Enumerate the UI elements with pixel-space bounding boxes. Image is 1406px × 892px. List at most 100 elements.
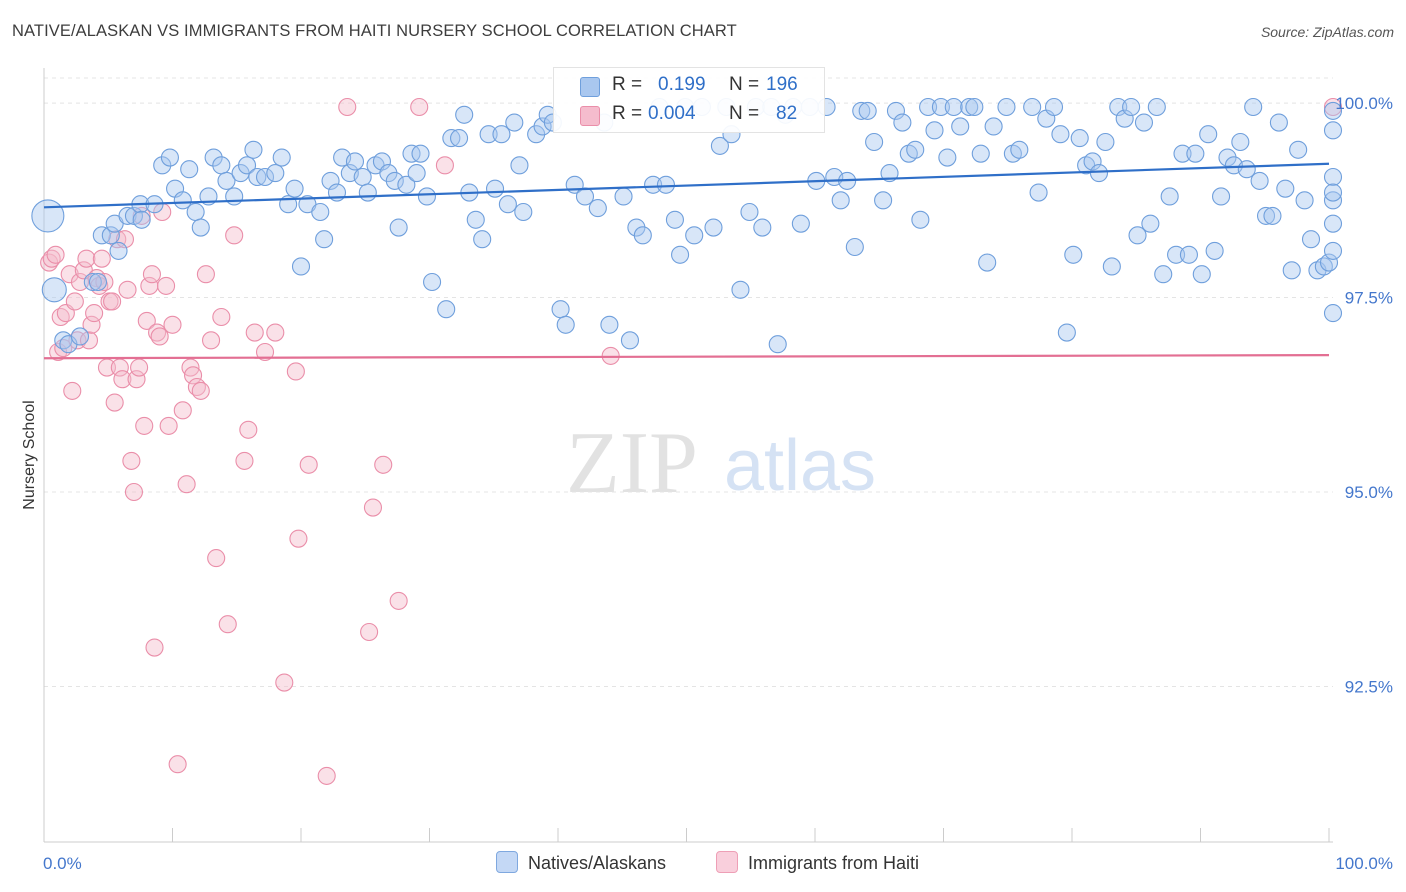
natives-point	[971, 144, 990, 163]
natives-point	[753, 218, 772, 237]
natives-point	[204, 148, 223, 167]
haiti-point	[374, 455, 393, 474]
haiti-point	[389, 591, 408, 610]
haiti-point	[163, 315, 182, 334]
haiti-point	[115, 230, 135, 249]
haiti-point	[63, 381, 82, 400]
trend-lines	[43, 162, 1330, 360]
natives-point	[906, 140, 925, 159]
natives-point	[704, 218, 723, 237]
haiti-point	[92, 249, 111, 268]
natives-point	[960, 97, 979, 117]
haiti-point	[191, 381, 210, 400]
natives-point	[153, 156, 172, 175]
natives-point	[1147, 97, 1166, 117]
natives-point	[1269, 113, 1288, 132]
haiti-point	[184, 366, 203, 385]
natives-point	[1109, 97, 1128, 117]
natives-point	[931, 97, 950, 117]
natives-point	[1323, 167, 1343, 187]
natives-point	[1070, 129, 1089, 148]
natives-point	[1122, 97, 1141, 117]
natives-point	[938, 148, 957, 167]
haiti-point	[130, 358, 149, 377]
natives-point	[255, 167, 275, 187]
natives-point	[191, 218, 210, 237]
haiti-point	[105, 393, 124, 412]
haiti-point	[299, 455, 318, 474]
haiti-points	[40, 97, 1343, 785]
natives-point	[266, 164, 285, 183]
haiti-point	[435, 156, 454, 175]
haiti-point	[317, 766, 336, 785]
haiti-point	[173, 401, 192, 420]
natives-point	[845, 237, 864, 257]
natives-point	[132, 210, 151, 229]
natives-point	[1323, 183, 1343, 202]
haiti-point	[266, 323, 285, 342]
natives-point	[874, 191, 893, 210]
natives-point	[600, 315, 619, 334]
legend-r-label: R =	[612, 103, 643, 124]
watermark-zip: ZIP	[566, 415, 698, 512]
haiti-point	[245, 323, 264, 342]
haiti-point	[122, 451, 141, 470]
natives-point	[997, 97, 1016, 117]
haiti-point	[275, 673, 294, 692]
legend-swatch-pink	[580, 106, 600, 126]
natives-point	[656, 175, 675, 194]
natives-point	[225, 187, 244, 206]
natives-point	[1023, 97, 1042, 117]
natives-point	[109, 241, 128, 260]
natives-point	[437, 300, 456, 319]
series-legend: Natives/Alaskans Immigrants from Haiti	[0, 851, 1406, 877]
haiti-point	[118, 280, 137, 299]
natives-point	[1173, 144, 1192, 163]
haiti-point	[177, 475, 196, 494]
natives-point	[397, 175, 416, 194]
natives-point	[237, 156, 257, 175]
haiti-point	[137, 311, 156, 330]
natives-point	[644, 175, 663, 194]
natives-point	[466, 210, 485, 229]
natives-point	[551, 300, 570, 319]
correlation-legend: R = 0.199 N = 196 R = 0.004 N = 82	[553, 67, 825, 133]
natives-point	[919, 97, 938, 117]
legend-row-haiti: R = 0.004 N = 82	[554, 100, 824, 130]
natives-point	[180, 160, 199, 179]
x-tick-label: 0.0%	[43, 854, 82, 873]
legend-r-label: R =	[612, 74, 643, 95]
haiti-point	[159, 416, 178, 435]
natives-point	[588, 199, 607, 218]
haiti-point	[207, 549, 226, 568]
natives-point	[407, 164, 426, 183]
haiti-point	[135, 416, 154, 435]
natives-point	[951, 117, 970, 136]
natives-point	[1029, 183, 1048, 202]
haiti-point	[202, 331, 221, 350]
natives-point	[614, 187, 633, 206]
legend-n-label: N =	[729, 103, 760, 124]
natives-point	[1057, 323, 1076, 342]
y-axis-title: Nursery School	[21, 400, 38, 509]
haiti-point	[103, 292, 122, 311]
natives-point	[358, 183, 377, 202]
natives-point	[1205, 241, 1224, 260]
natives-point	[533, 117, 552, 136]
natives-point	[88, 272, 108, 292]
natives-point	[791, 214, 810, 233]
axes	[43, 68, 1333, 843]
natives-point	[740, 202, 759, 222]
natives-point	[1319, 253, 1339, 272]
natives-point	[83, 272, 102, 292]
haiti-point	[113, 370, 132, 389]
natives-point	[244, 140, 263, 159]
haiti-point	[225, 226, 244, 245]
series-swatch-pink	[716, 851, 738, 873]
natives-point	[620, 331, 640, 350]
natives-point	[978, 253, 997, 272]
natives-point	[372, 152, 392, 171]
y-tick-label: 92.5%	[1345, 677, 1393, 696]
natives-trend-line	[43, 162, 1330, 209]
haiti-point	[235, 451, 254, 470]
